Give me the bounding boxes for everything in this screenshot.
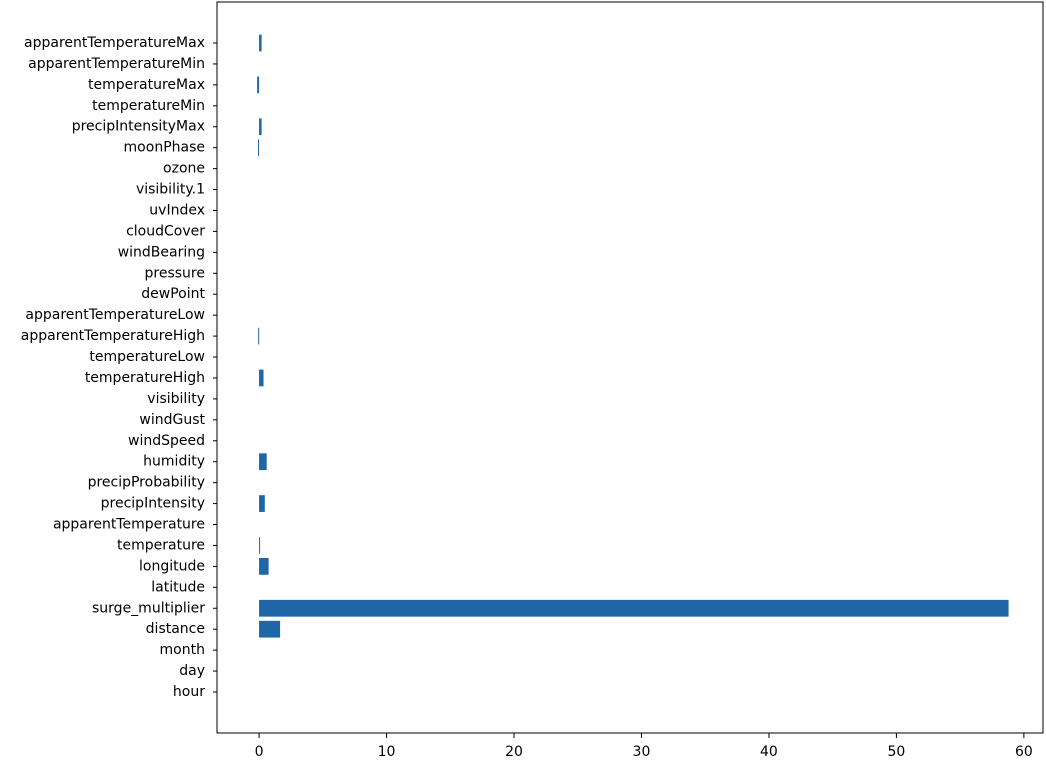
bar: [259, 537, 261, 554]
x-tick-label: 30: [633, 744, 651, 760]
y-tick-label: ozone: [163, 161, 205, 177]
y-tick-label: apparentTemperatureMax: [24, 35, 205, 51]
y-tick-label: humidity: [143, 454, 205, 470]
bar: [259, 118, 262, 136]
y-tick-label: apparentTemperature: [53, 517, 205, 533]
y-tick-label: visibility.1: [136, 182, 205, 198]
y-tick-label: temperatureMin: [92, 98, 205, 114]
y-tick-label: apparentTemperatureLow: [25, 307, 205, 323]
y-tick-label: temperatureLow: [89, 349, 205, 365]
x-tick-label: 20: [505, 744, 523, 760]
x-tick-labels: 0 10 20 30 40 50 60: [255, 733, 1033, 760]
x-tick-label: 50: [887, 744, 905, 760]
y-tick-label: precipIntensity: [101, 496, 205, 512]
y-tick-label: cloudCover: [126, 223, 205, 239]
y-tick-label: apparentTemperatureMin: [28, 56, 205, 72]
bar: [258, 327, 260, 345]
y-tick-label: uvIndex: [149, 202, 205, 218]
y-tick-label: windGust: [139, 412, 205, 428]
bars-group: [257, 34, 1009, 638]
y-tick-label: latitude: [151, 579, 205, 595]
y-tick-label: temperatureHigh: [85, 370, 205, 386]
bar: [259, 495, 265, 512]
plot-area: [216, 1, 1044, 734]
y-tick-labels: apparentTemperatureMax apparentTemperatur…: [21, 35, 217, 700]
x-tick-label: 10: [378, 744, 396, 760]
y-tick-label: day: [179, 663, 205, 679]
bar: [259, 34, 262, 52]
y-tick-label: distance: [146, 621, 205, 637]
y-tick-label: precipProbability: [88, 475, 205, 491]
bar: [257, 76, 260, 94]
bar: [259, 620, 281, 638]
x-tick-label: 40: [760, 744, 778, 760]
x-tick-label: 60: [1015, 744, 1033, 760]
bar: [259, 599, 1009, 617]
bar: [259, 558, 269, 575]
bar: [259, 453, 267, 471]
y-tick-label: surge_multiplier: [92, 600, 205, 616]
y-tick-label: visibility: [147, 391, 205, 407]
y-tick-label: dewPoint: [141, 286, 205, 302]
y-tick-label: temperature: [117, 537, 205, 553]
bar: [258, 139, 260, 157]
bar: [259, 369, 264, 387]
y-tick-label: moonPhase: [124, 140, 205, 156]
y-tick-label: pressure: [145, 265, 205, 281]
y-tick-label: longitude: [139, 558, 205, 574]
y-tick-label: windBearing: [118, 244, 205, 260]
y-tick-label: month: [160, 642, 205, 658]
y-tick-label: precipIntensityMax: [72, 119, 205, 135]
y-tick-label: hour: [173, 684, 205, 700]
y-tick-label: windSpeed: [128, 433, 205, 449]
y-tick-label: apparentTemperatureHigh: [21, 328, 205, 344]
x-tick-label: 0: [255, 744, 264, 760]
y-tick-label: temperatureMax: [88, 77, 205, 93]
